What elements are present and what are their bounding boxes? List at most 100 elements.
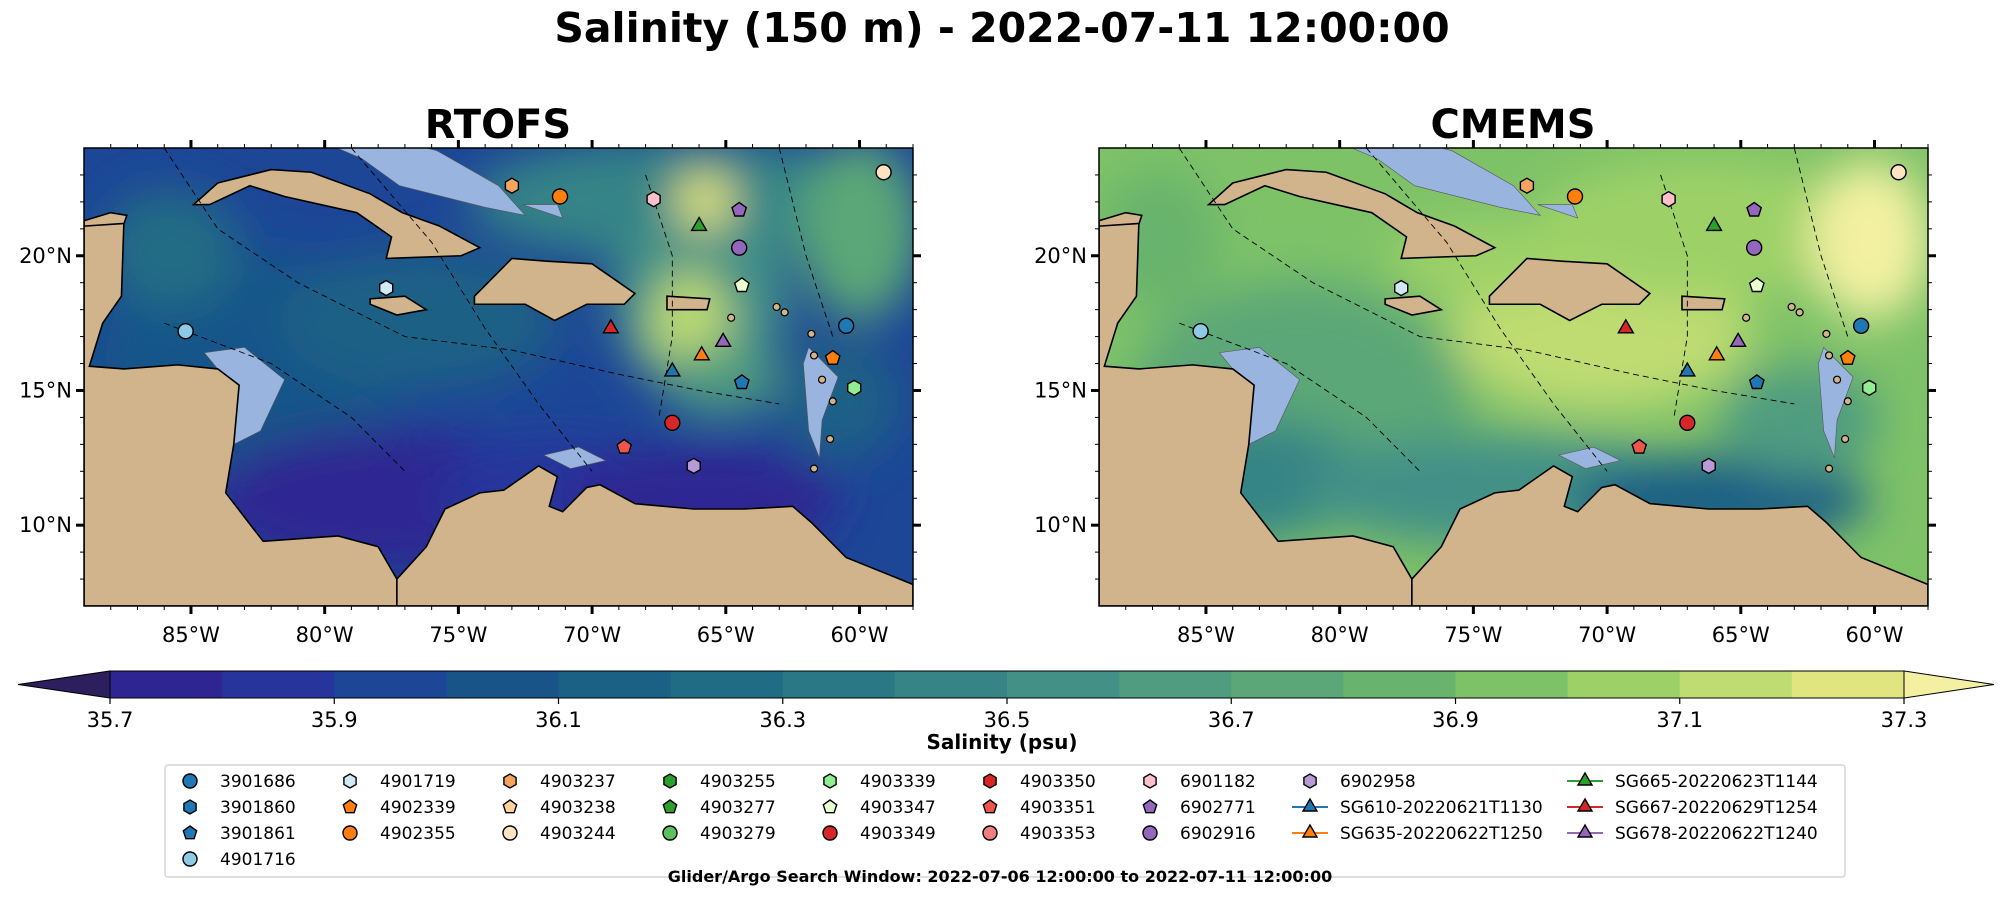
island bbox=[809, 464, 819, 473]
legend-label: SG665-20220623T1144 bbox=[1615, 772, 1818, 792]
legend-marker-4903347 bbox=[822, 799, 838, 814]
colorbar-tick-label: 36.3 bbox=[759, 708, 806, 732]
panel-title-cmems: CMEMS bbox=[1430, 102, 1595, 148]
shelf-area bbox=[1818, 346, 1854, 458]
search-window-note: Glider/Argo Search Window: 2022-07-06 12… bbox=[668, 867, 1332, 886]
marker-6901182 bbox=[1661, 190, 1676, 208]
legend-label: 6901182 bbox=[1180, 772, 1256, 792]
colorbar-bin bbox=[782, 671, 896, 698]
legend-marker-4903279 bbox=[662, 825, 678, 841]
land-mass bbox=[1099, 211, 1143, 227]
colorbar-bin bbox=[1007, 671, 1120, 698]
marker-4903244 bbox=[875, 164, 892, 181]
legend-label: 4901716 bbox=[220, 850, 296, 870]
colorbar-tick-label: 36.5 bbox=[984, 708, 1031, 732]
land-mass bbox=[84, 211, 128, 227]
platform-markers bbox=[1192, 130, 1907, 475]
legend-label: 3901860 bbox=[220, 798, 296, 818]
marker-4902339 bbox=[1839, 349, 1856, 365]
marker-4902355 bbox=[1566, 188, 1584, 205]
marker-SG635-20220622T1250 bbox=[693, 345, 711, 361]
legend-label: 4903238 bbox=[540, 798, 616, 818]
shelf-area bbox=[803, 346, 839, 458]
marker-4903255 bbox=[1320, 130, 1333, 145]
legend-label: SG667-20220629T1254 bbox=[1615, 798, 1818, 818]
marker-4903237 bbox=[1519, 177, 1535, 195]
legend-label: 4903353 bbox=[1020, 824, 1096, 844]
legend-label: 3901686 bbox=[220, 772, 296, 792]
colorbar-bin bbox=[1679, 671, 1793, 698]
colorbar-label: Salinity (psu) bbox=[926, 730, 1077, 754]
legend-label: 4903279 bbox=[700, 824, 776, 844]
x-tick-label: 80°W bbox=[1311, 623, 1369, 647]
x-tick-label: 85°W bbox=[1177, 623, 1235, 647]
colorbar-bin bbox=[222, 671, 335, 698]
marker-SG678-20220622T1240 bbox=[1729, 332, 1747, 347]
colorbar-bin bbox=[670, 671, 784, 698]
panel-title-rtofs: RTOFS bbox=[425, 102, 571, 148]
marker-4903347 bbox=[733, 277, 750, 293]
marker-6902916 bbox=[730, 239, 748, 256]
legend-marker-4903255 bbox=[663, 773, 677, 789]
marker-4901719 bbox=[379, 279, 394, 297]
marker-SG610-20220621T1130 bbox=[663, 361, 682, 377]
legend-label: 4903339 bbox=[860, 772, 936, 792]
colorbar-bin bbox=[1119, 671, 1232, 698]
x-tick-label: 65°W bbox=[697, 623, 755, 647]
colorbar-bin bbox=[558, 671, 672, 698]
marker-4903277 bbox=[612, 132, 626, 146]
marker-3901686 bbox=[837, 317, 855, 335]
legend-label: 4903347 bbox=[860, 798, 936, 818]
boundary-line bbox=[351, 148, 593, 472]
land-mass bbox=[84, 214, 398, 606]
legend-marker-4903353 bbox=[982, 825, 998, 841]
legend-label: SG678-20220622T1240 bbox=[1615, 824, 1818, 844]
island bbox=[780, 308, 789, 317]
y-tick-label: 20°N bbox=[19, 244, 72, 268]
legend-marker-4903351 bbox=[982, 799, 998, 814]
legend-marker-4903277 bbox=[662, 799, 678, 814]
marker-3901861 bbox=[733, 374, 750, 390]
marker-4901716 bbox=[1192, 323, 1209, 340]
y-tick-label: 10°N bbox=[19, 513, 72, 537]
x-tick-label: 80°W bbox=[296, 623, 354, 647]
legend-marker-SG635-20220622T1250 bbox=[1301, 823, 1319, 838]
marker-4903277 bbox=[1627, 132, 1641, 146]
island bbox=[825, 434, 835, 444]
legend-label: 4903351 bbox=[1020, 798, 1096, 818]
map-overlays bbox=[84, 148, 913, 606]
island bbox=[807, 329, 816, 338]
marker-4903237 bbox=[504, 177, 520, 195]
legend-label: 4903255 bbox=[700, 772, 776, 792]
colorbar-bin bbox=[1343, 671, 1457, 698]
marker-3901686 bbox=[1852, 317, 1870, 335]
land-mass bbox=[473, 257, 637, 322]
land-mass bbox=[1099, 214, 1413, 606]
colorbar-tick-label: 36.7 bbox=[1208, 708, 1255, 732]
y-tick-label: 10°N bbox=[1034, 513, 1087, 537]
legend-marker-4903237 bbox=[503, 773, 517, 789]
platform-markers bbox=[177, 132, 892, 475]
legend-label: 6902958 bbox=[1340, 772, 1416, 792]
marker-SG667-20220629T1254 bbox=[1617, 318, 1635, 334]
boundary-line bbox=[164, 322, 406, 472]
marker-6902958 bbox=[1701, 457, 1716, 475]
marker-4901719 bbox=[1393, 279, 1409, 297]
colorbar-bin bbox=[894, 671, 1008, 698]
marker-SG665-20220623T1144 bbox=[690, 216, 708, 232]
island bbox=[772, 302, 781, 312]
legend-marker-3901861 bbox=[182, 825, 198, 840]
marker-4902355 bbox=[551, 188, 569, 205]
legend-label: 4903349 bbox=[860, 824, 936, 844]
marker-4903347 bbox=[1748, 277, 1765, 293]
island bbox=[1840, 434, 1850, 444]
legend-marker-6901182 bbox=[1143, 773, 1157, 789]
marker-4903339 bbox=[1861, 379, 1877, 397]
legend-marker-4903350 bbox=[983, 773, 997, 789]
legend-marker-4903238 bbox=[502, 799, 518, 814]
land-mass bbox=[1384, 295, 1444, 316]
boundary-line bbox=[1178, 148, 1795, 405]
marker-4901716 bbox=[177, 323, 194, 340]
island bbox=[1787, 302, 1796, 312]
island bbox=[1795, 308, 1804, 317]
